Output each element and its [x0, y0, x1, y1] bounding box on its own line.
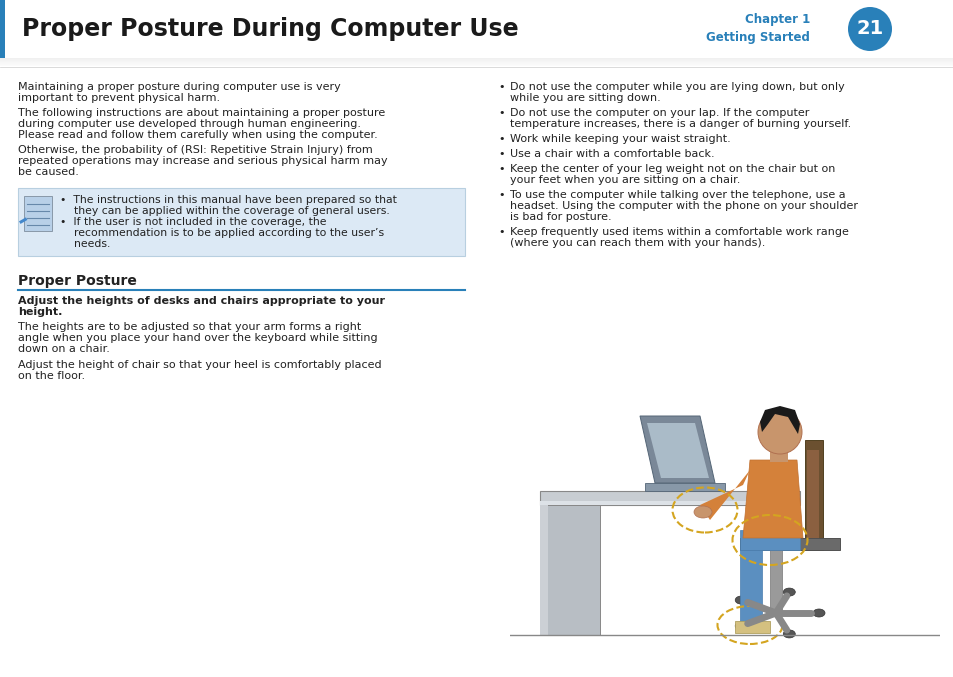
Bar	[539, 505, 599, 635]
Bar	[0, 64, 953, 65]
Bar	[18, 188, 464, 257]
Text: Keep frequently used items within a comfortable work range: Keep frequently used items within a comf…	[510, 227, 848, 238]
Bar	[740, 550, 761, 625]
Text: while you are sitting down.: while you are sitting down.	[510, 93, 660, 103]
Bar	[0, 0, 5, 58]
Text: recommendation is to be applied according to the user’s: recommendation is to be applied accordin…	[60, 227, 384, 238]
Text: •  The instructions in this manual have been prepared so that: • The instructions in this manual have b…	[60, 196, 396, 205]
Text: •: •	[497, 227, 504, 238]
Ellipse shape	[735, 596, 746, 604]
Ellipse shape	[735, 622, 746, 630]
Bar	[0, 58, 953, 59]
Text: needs.: needs.	[60, 238, 111, 248]
Bar	[804, 440, 822, 550]
Ellipse shape	[812, 609, 824, 617]
Text: Work while keeping your waist straight.: Work while keeping your waist straight.	[510, 134, 730, 144]
Text: Proper Posture During Computer Use: Proper Posture During Computer Use	[22, 17, 518, 41]
Bar	[0, 60, 953, 61]
Polygon shape	[742, 460, 802, 538]
Text: •: •	[497, 190, 504, 200]
Text: Adjust the height of chair so that your heel is comfortably placed: Adjust the height of chair so that your …	[18, 359, 381, 370]
Bar	[0, 65, 953, 66]
Bar	[539, 491, 800, 505]
Text: during computer use developed through human engineering.: during computer use developed through hu…	[18, 119, 360, 129]
Bar	[769, 550, 781, 615]
Bar	[0, 59, 953, 60]
Bar	[0, 62, 953, 63]
Bar	[806, 450, 818, 545]
Circle shape	[758, 410, 801, 454]
Ellipse shape	[693, 506, 711, 518]
Text: Proper Posture: Proper Posture	[18, 274, 136, 288]
Polygon shape	[740, 530, 800, 550]
Text: they can be applied within the coverage of general users.: they can be applied within the coverage …	[60, 206, 390, 216]
Text: To use the computer while talking over the telephone, use a: To use the computer while talking over t…	[510, 190, 844, 200]
Text: Adjust the heights of desks and chairs appropriate to your: Adjust the heights of desks and chairs a…	[18, 297, 385, 306]
Text: Chapter 1: Chapter 1	[744, 14, 809, 26]
Polygon shape	[639, 416, 714, 483]
Text: Do not use the computer on your lap. If the computer: Do not use the computer on your lap. If …	[510, 108, 808, 118]
Text: Maintaining a proper posture during computer use is very: Maintaining a proper posture during comp…	[18, 82, 340, 92]
Bar	[5, 0, 953, 58]
Text: (where you can reach them with your hands).: (where you can reach them with your hand…	[510, 238, 764, 248]
Ellipse shape	[782, 630, 795, 638]
Circle shape	[847, 7, 891, 51]
Text: your feet when you are sitting on a chair.: your feet when you are sitting on a chai…	[510, 175, 740, 185]
Bar	[24, 196, 52, 232]
Text: •  If the user is not included in the coverage, the: • If the user is not included in the cov…	[60, 217, 326, 227]
Text: •: •	[497, 82, 504, 92]
Bar	[740, 538, 840, 550]
Text: The following instructions are about maintaining a proper posture: The following instructions are about mai…	[18, 108, 385, 118]
Bar	[539, 505, 547, 635]
Ellipse shape	[782, 588, 795, 596]
Text: headset. Using the computer with the phone on your shoulder: headset. Using the computer with the pho…	[510, 201, 857, 211]
Text: •: •	[497, 149, 504, 159]
Text: on the floor.: on the floor.	[18, 370, 85, 380]
Text: 21: 21	[856, 20, 882, 39]
Text: The heights are to be adjusted so that your arm forms a right: The heights are to be adjusted so that y…	[18, 322, 361, 332]
Text: Getting Started: Getting Started	[705, 32, 809, 45]
Text: down on a chair.: down on a chair.	[18, 345, 110, 355]
Text: angle when you place your hand over the keyboard while sitting: angle when you place your hand over the …	[18, 334, 377, 343]
Bar	[19, 217, 28, 224]
Text: temperature increases, there is a danger of burning yourself.: temperature increases, there is a danger…	[510, 119, 850, 129]
Bar	[769, 448, 787, 462]
Bar	[0, 61, 953, 62]
Text: Do not use the computer while you are lying down, but only: Do not use the computer while you are ly…	[510, 82, 843, 92]
Text: be caused.: be caused.	[18, 167, 79, 177]
Text: height.: height.	[18, 307, 62, 318]
Bar	[644, 483, 724, 491]
Bar	[0, 63, 953, 64]
Text: is bad for posture.: is bad for posture.	[510, 213, 611, 223]
Text: •: •	[497, 165, 504, 174]
Text: Use a chair with a comfortable back.: Use a chair with a comfortable back.	[510, 149, 714, 159]
Text: Otherwise, the probability of (RSI: Repetitive Strain Injury) from: Otherwise, the probability of (RSI: Repe…	[18, 145, 373, 155]
Text: •: •	[497, 108, 504, 118]
Polygon shape	[700, 470, 749, 520]
Polygon shape	[646, 423, 708, 478]
Text: repeated operations may increase and serious physical harm may: repeated operations may increase and ser…	[18, 156, 387, 167]
Bar	[734, 621, 769, 633]
Polygon shape	[760, 406, 800, 434]
Bar	[539, 501, 800, 505]
Text: important to prevent physical harm.: important to prevent physical harm.	[18, 93, 220, 103]
Text: Keep the center of your leg weight not on the chair but on: Keep the center of your leg weight not o…	[510, 165, 835, 174]
Text: •: •	[497, 134, 504, 144]
Text: Please read and follow them carefully when using the computer.: Please read and follow them carefully wh…	[18, 130, 377, 140]
